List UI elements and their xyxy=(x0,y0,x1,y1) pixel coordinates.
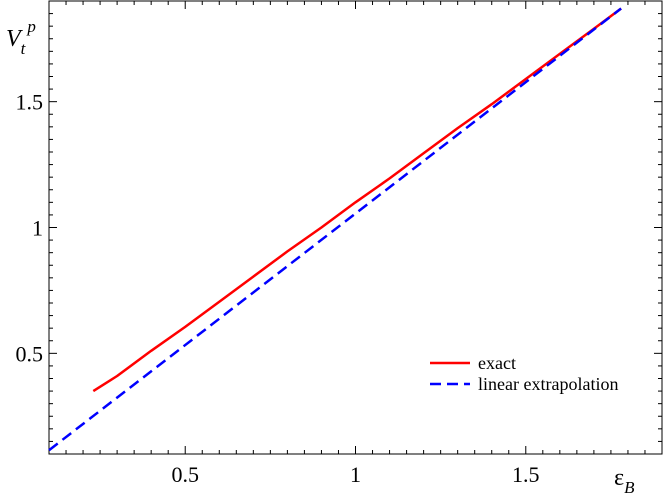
y-axis-label-base: V xyxy=(6,26,23,52)
x-tick-label: 1 xyxy=(350,462,361,487)
y-axis-label: Vtp xyxy=(6,17,36,58)
y-axis-label-sub: t xyxy=(21,39,27,58)
x-axis-label-sub: B xyxy=(624,478,635,497)
x-axis-label-base: ε xyxy=(614,465,624,491)
series-line-linear-extrapolation xyxy=(48,7,622,452)
x-tick-label: 1.5 xyxy=(512,462,540,487)
x-tick-label: 0.5 xyxy=(171,462,199,487)
minor-ticks xyxy=(48,0,663,455)
y-tick-label: 0.5 xyxy=(16,341,44,366)
series-layer xyxy=(48,7,622,452)
y-axis-label-sup: p xyxy=(26,17,36,36)
y-tick-labels: 0.5 1 1.5 xyxy=(16,90,44,367)
legend-label-exact: exact xyxy=(478,353,516,373)
x-axis-label: εB xyxy=(614,465,635,497)
legend-label-linear-extrapolation: linear extrapolation xyxy=(478,374,618,394)
y-tick-label: 1 xyxy=(32,216,43,241)
legend: exact linear extrapolation xyxy=(430,353,618,394)
major-ticks xyxy=(49,1,662,454)
x-tick-labels: 0.5 1 1.5 xyxy=(171,462,539,487)
series-line-exact xyxy=(92,7,622,393)
y-tick-label: 1.5 xyxy=(16,90,44,115)
